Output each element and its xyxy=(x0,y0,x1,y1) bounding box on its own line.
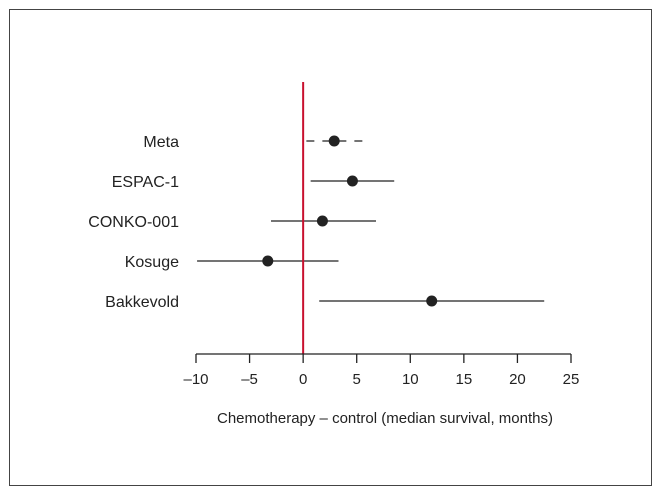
x-tick-label-5: 15 xyxy=(456,371,473,388)
study-label-espac-1: ESPAC-1 xyxy=(112,174,179,191)
x-tick-label-3: 5 xyxy=(353,371,361,388)
x-axis-ticks: –10 –5 0 5 10 15 20 25 xyxy=(183,354,579,388)
study-labels: Meta ESPAC-1 CONKO-001 Kosuge Bakkevold xyxy=(88,134,179,311)
x-tick-label-1: –5 xyxy=(241,371,258,388)
point-estimate-espac-1 xyxy=(346,175,358,187)
x-tick-label-2: 0 xyxy=(299,371,307,388)
x-axis-title: Chemotherapy – control (median survival,… xyxy=(217,410,553,427)
point-estimate-bakkevold xyxy=(426,295,438,307)
study-label-conko-001: CONKO-001 xyxy=(88,214,179,231)
study-label-bakkevold: Bakkevold xyxy=(105,294,179,311)
study-label-meta: Meta xyxy=(143,134,179,151)
study-label-kosuge: Kosuge xyxy=(125,254,179,271)
x-tick-label-0: –10 xyxy=(183,371,208,388)
point-estimate-kosuge xyxy=(262,255,274,267)
confidence-intervals xyxy=(197,140,545,302)
x-tick-label-4: 10 xyxy=(402,371,419,388)
x-tick-label-7: 25 xyxy=(563,371,580,388)
point-estimate-meta xyxy=(328,135,340,147)
x-tick-label-6: 20 xyxy=(509,371,526,388)
point-estimates xyxy=(262,135,438,307)
point-estimate-conko-001 xyxy=(316,215,328,227)
chart-frame xyxy=(9,9,652,486)
